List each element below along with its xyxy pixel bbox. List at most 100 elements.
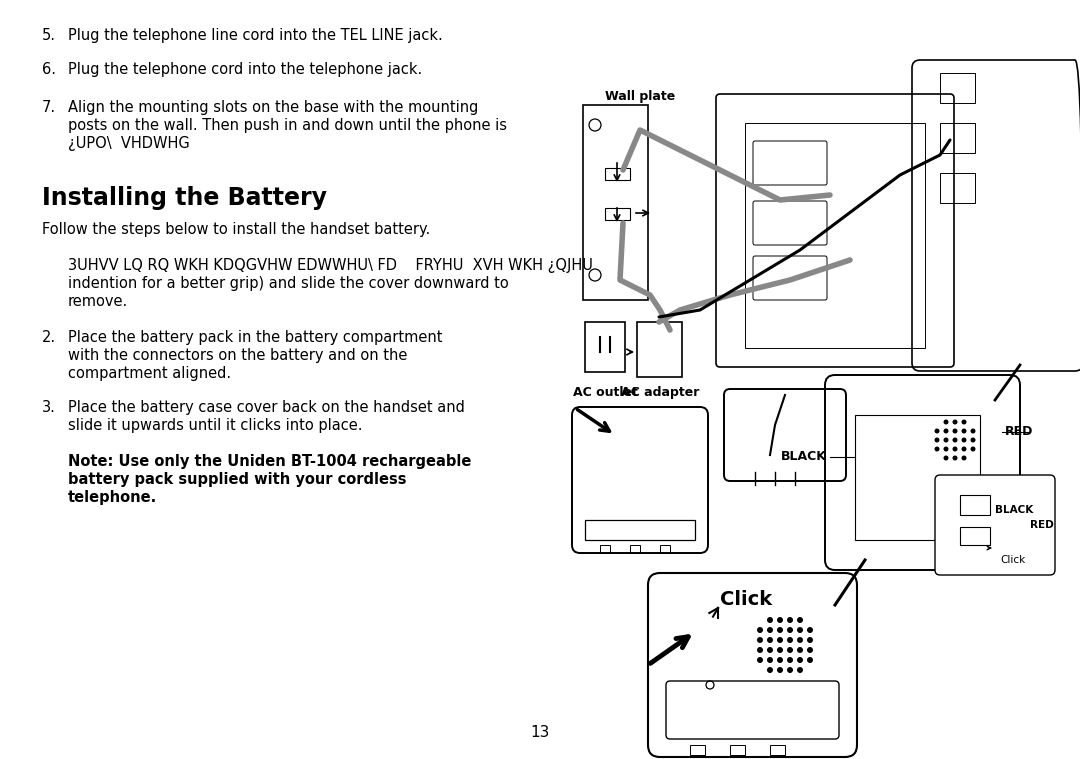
Circle shape bbox=[777, 667, 783, 673]
Text: 13: 13 bbox=[530, 725, 550, 740]
Bar bbox=[940, 173, 975, 203]
Bar bbox=[960, 527, 990, 545]
Text: AC outlet: AC outlet bbox=[572, 386, 637, 399]
Circle shape bbox=[934, 437, 940, 442]
Bar bbox=[940, 123, 975, 153]
Text: battery pack supplied with your cordless: battery pack supplied with your cordless bbox=[68, 472, 406, 487]
Circle shape bbox=[777, 617, 783, 623]
Circle shape bbox=[961, 446, 967, 452]
Circle shape bbox=[934, 446, 940, 452]
Circle shape bbox=[787, 627, 793, 633]
Circle shape bbox=[944, 429, 948, 433]
Text: BLACK: BLACK bbox=[995, 505, 1034, 515]
Circle shape bbox=[777, 657, 783, 663]
Text: Plug the telephone cord into the telephone jack.: Plug the telephone cord into the telepho… bbox=[68, 62, 422, 77]
Circle shape bbox=[797, 667, 804, 673]
Circle shape bbox=[971, 437, 975, 442]
Circle shape bbox=[807, 657, 813, 663]
Circle shape bbox=[787, 667, 793, 673]
Circle shape bbox=[944, 420, 948, 424]
Bar bbox=[960, 495, 990, 515]
Circle shape bbox=[767, 627, 773, 633]
Text: 6.: 6. bbox=[42, 62, 56, 77]
Circle shape bbox=[777, 627, 783, 633]
Text: 2.: 2. bbox=[42, 330, 56, 345]
Circle shape bbox=[777, 637, 783, 643]
Circle shape bbox=[767, 647, 773, 653]
Circle shape bbox=[757, 657, 762, 663]
Circle shape bbox=[961, 420, 967, 424]
Text: BLACK: BLACK bbox=[781, 450, 827, 463]
Text: Installing the Battery: Installing the Battery bbox=[42, 186, 327, 210]
Text: compartment aligned.: compartment aligned. bbox=[68, 366, 231, 381]
Circle shape bbox=[767, 637, 773, 643]
Bar bbox=[730, 745, 745, 755]
Text: Align the mounting slots on the base with the mounting: Align the mounting slots on the base wit… bbox=[68, 100, 478, 115]
Bar bbox=[630, 545, 640, 553]
Bar bbox=[637, 322, 681, 377]
Bar bbox=[660, 545, 670, 553]
Circle shape bbox=[961, 429, 967, 433]
Bar bbox=[605, 168, 630, 180]
Circle shape bbox=[797, 637, 804, 643]
Bar bbox=[600, 545, 610, 553]
Circle shape bbox=[767, 657, 773, 663]
Bar bbox=[585, 322, 625, 372]
Text: 7.: 7. bbox=[42, 100, 56, 115]
Text: Plug the telephone line cord into the TEL LINE jack.: Plug the telephone line cord into the TE… bbox=[68, 28, 443, 43]
Text: remove.: remove. bbox=[68, 294, 129, 309]
Circle shape bbox=[757, 627, 762, 633]
Circle shape bbox=[787, 617, 793, 623]
Bar bbox=[690, 745, 705, 755]
Circle shape bbox=[944, 437, 948, 442]
Bar bbox=[583, 105, 648, 300]
Text: Click: Click bbox=[1000, 555, 1025, 565]
Circle shape bbox=[787, 637, 793, 643]
Circle shape bbox=[934, 429, 940, 433]
Bar bbox=[585, 520, 696, 540]
Text: 5.: 5. bbox=[42, 28, 56, 43]
Circle shape bbox=[777, 647, 783, 653]
Circle shape bbox=[953, 420, 958, 424]
Text: with the connectors on the battery and on the: with the connectors on the battery and o… bbox=[68, 348, 407, 363]
Circle shape bbox=[953, 455, 958, 461]
Circle shape bbox=[797, 617, 804, 623]
Text: Click: Click bbox=[720, 590, 772, 609]
Bar bbox=[940, 73, 975, 103]
Text: slide it upwards until it clicks into place.: slide it upwards until it clicks into pl… bbox=[68, 418, 363, 433]
Text: RED: RED bbox=[1030, 520, 1054, 530]
Circle shape bbox=[944, 455, 948, 461]
Bar bbox=[605, 208, 630, 220]
Text: Wall plate: Wall plate bbox=[605, 90, 675, 103]
Text: indention for a better grip) and slide the cover downward to: indention for a better grip) and slide t… bbox=[68, 276, 509, 291]
Text: ¿UPO\  VHDWHG: ¿UPO\ VHDWHG bbox=[68, 136, 190, 151]
Text: posts on the wall. Then push in and down until the phone is: posts on the wall. Then push in and down… bbox=[68, 118, 507, 133]
Text: 3.: 3. bbox=[42, 400, 56, 415]
Text: AC adapter: AC adapter bbox=[621, 386, 699, 399]
Circle shape bbox=[953, 429, 958, 433]
Circle shape bbox=[807, 647, 813, 653]
Circle shape bbox=[953, 446, 958, 452]
Text: Place the battery pack in the battery compartment: Place the battery pack in the battery co… bbox=[68, 330, 443, 345]
Text: Place the battery case cover back on the handset and: Place the battery case cover back on the… bbox=[68, 400, 464, 415]
Circle shape bbox=[953, 437, 958, 442]
Circle shape bbox=[797, 657, 804, 663]
Bar bbox=[855, 415, 980, 540]
Circle shape bbox=[757, 647, 762, 653]
Circle shape bbox=[797, 627, 804, 633]
FancyBboxPatch shape bbox=[935, 475, 1055, 575]
Circle shape bbox=[757, 637, 762, 643]
Circle shape bbox=[787, 657, 793, 663]
Circle shape bbox=[807, 637, 813, 643]
Circle shape bbox=[961, 455, 967, 461]
Circle shape bbox=[807, 627, 813, 633]
Circle shape bbox=[797, 647, 804, 653]
Circle shape bbox=[971, 429, 975, 433]
Bar bbox=[770, 745, 785, 755]
Text: telephone.: telephone. bbox=[68, 490, 158, 505]
Text: RED: RED bbox=[1005, 425, 1034, 438]
Circle shape bbox=[961, 437, 967, 442]
Circle shape bbox=[787, 647, 793, 653]
Circle shape bbox=[767, 667, 773, 673]
Text: Follow the steps below to install the handset battery.: Follow the steps below to install the ha… bbox=[42, 222, 430, 237]
